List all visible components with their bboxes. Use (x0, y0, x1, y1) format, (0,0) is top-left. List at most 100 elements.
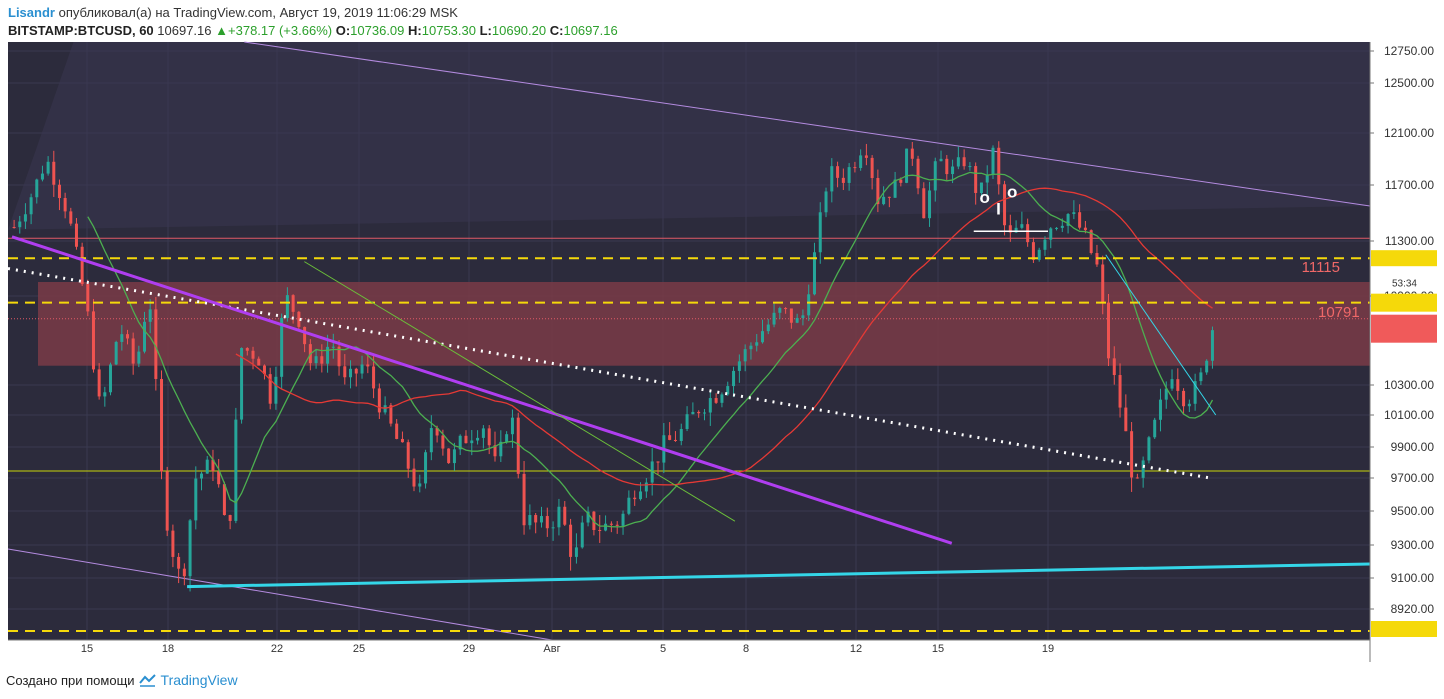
candle-body (551, 527, 555, 529)
candle-body (487, 428, 491, 446)
candle-body (905, 148, 909, 183)
pattern-letter-left: o (980, 188, 990, 207)
candle-body (1060, 225, 1064, 228)
candle-body (200, 473, 204, 479)
y-tick-label: 9300.00 (1391, 538, 1435, 552)
purple-trendline (11, 235, 953, 545)
author-name[interactable]: Lisandr (8, 5, 55, 20)
candle-body (331, 346, 335, 348)
candle-body (320, 356, 324, 364)
candle-body (137, 351, 141, 364)
candle-body (274, 376, 278, 404)
candle-body (1101, 264, 1105, 303)
candle-body (847, 167, 851, 183)
y-tick-label: 9700.00 (1391, 471, 1435, 485)
candle-body (481, 428, 485, 438)
candle-body (563, 506, 567, 525)
candle-body (991, 147, 995, 175)
candle-body (1193, 381, 1197, 404)
candle-body (922, 188, 926, 219)
y-tick-label: 9900.00 (1391, 440, 1435, 454)
high-label: H: (408, 23, 422, 38)
candle-body (240, 348, 244, 420)
candle-body (1031, 242, 1035, 260)
candle-body (761, 331, 764, 343)
x-tick-label: 25 (353, 643, 365, 655)
candle-body (1078, 212, 1082, 228)
candle-body (673, 439, 677, 441)
candle-body (818, 212, 822, 253)
yellow-tag-lower (1371, 293, 1437, 312)
candle-body (1205, 360, 1209, 373)
y-tick-label: 9100.00 (1391, 571, 1435, 585)
candle-body (522, 473, 526, 526)
footer: Создано при помощи TradingView (6, 672, 238, 688)
low-label: L: (479, 23, 492, 38)
candle-body (131, 338, 135, 364)
tradingview-brand[interactable]: TradingView (160, 672, 238, 688)
candle-body (830, 166, 834, 192)
yellow-tag-bottom (1371, 621, 1437, 637)
candle-body (974, 166, 978, 193)
candle-body (360, 364, 364, 374)
candle-body (1147, 437, 1151, 461)
candle-body (1107, 302, 1110, 359)
candle-body (228, 515, 232, 521)
candle-body (35, 179, 39, 198)
candle-body (644, 482, 648, 492)
candle-body (1112, 358, 1116, 376)
candle-body (1153, 419, 1157, 438)
candle-body (424, 452, 428, 484)
x-tick-label: 15 (932, 643, 944, 655)
created-with-text: Создано при помощи (6, 672, 135, 688)
candle-body (627, 497, 631, 514)
candle-body (916, 158, 920, 189)
candle-body (165, 471, 169, 531)
candle-body (377, 388, 381, 413)
candle-body (1158, 399, 1162, 420)
candle-body (691, 411, 695, 415)
candle-body (458, 435, 462, 450)
candle-body (574, 547, 578, 557)
candle-body (435, 428, 439, 436)
tradingview-logo-icon (138, 674, 156, 687)
candle-body (1135, 477, 1139, 479)
resistance-zone (38, 282, 1370, 366)
candle-body (222, 484, 226, 516)
candle-body (257, 358, 261, 366)
close-label: C: (549, 23, 564, 38)
candle-body (1141, 460, 1145, 478)
candle-body (962, 157, 966, 167)
candle-body (103, 392, 107, 397)
candle-body (749, 345, 753, 350)
candle-body (557, 506, 561, 528)
candle-body (52, 161, 56, 185)
candle-body (1176, 379, 1180, 391)
up-arrow-icon: ▲ (215, 23, 229, 38)
lines-layer (87, 171, 1214, 528)
candle-body (343, 366, 347, 378)
candle-body (171, 530, 175, 557)
candle-body (755, 342, 759, 346)
candle-body (114, 341, 118, 365)
candle-body (429, 428, 433, 453)
channel-upper-line (244, 41, 1371, 207)
candle-body (74, 223, 78, 247)
candle-body (639, 491, 643, 500)
y-tick-label: 12500.00 (1384, 76, 1434, 90)
candle-body (685, 414, 689, 429)
candle-body (714, 398, 718, 403)
candle-body (291, 295, 295, 312)
candle-body (1199, 372, 1203, 382)
y-tick-label: 8920.00 (1391, 602, 1435, 616)
candle-body (29, 197, 33, 215)
candle-body (528, 515, 532, 526)
candle-body (349, 368, 353, 378)
candle-body (859, 155, 863, 168)
open-value: 10736.09 (350, 23, 405, 38)
candle-body (499, 441, 503, 457)
pattern-annotation: oIo (980, 183, 1018, 219)
candle-body (143, 321, 147, 352)
x-tick-label: 18 (162, 643, 174, 655)
